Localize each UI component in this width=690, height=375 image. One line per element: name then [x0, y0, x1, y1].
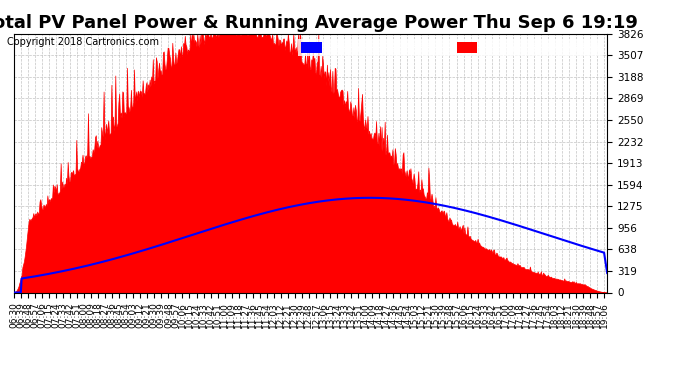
Text: Copyright 2018 Cartronics.com: Copyright 2018 Cartronics.com: [7, 37, 159, 47]
Legend: Average  (DC Watts), PV Panels  (DC Watts): Average (DC Watts), PV Panels (DC Watts): [298, 39, 602, 56]
Title: Total PV Panel Power & Running Average Power Thu Sep 6 19:19: Total PV Panel Power & Running Average P…: [0, 14, 638, 32]
